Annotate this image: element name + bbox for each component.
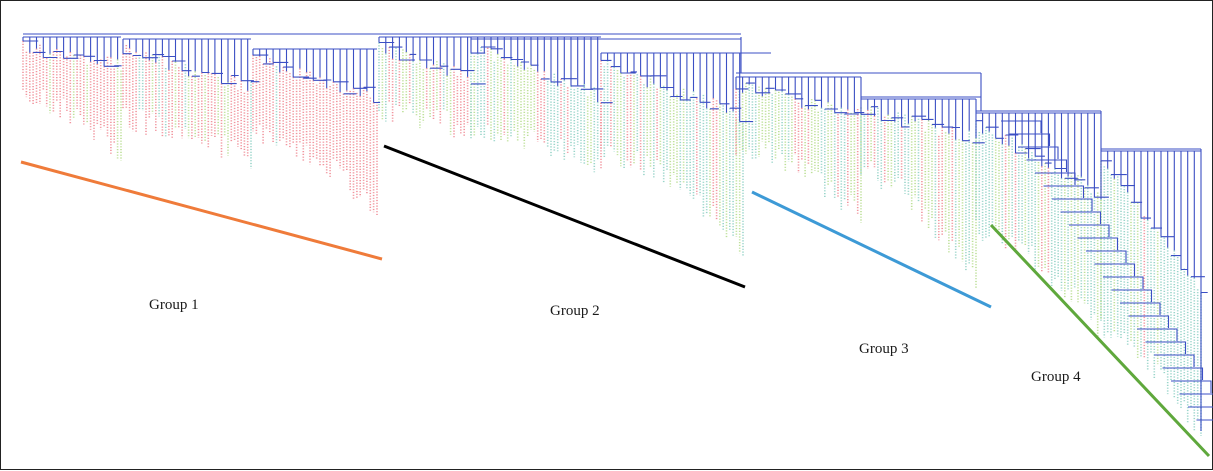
group-3-label: Group 3: [859, 341, 909, 357]
tree-branches: [22, 33, 1213, 431]
group-4-underline: [989, 223, 1211, 458]
group-underlines: [20, 144, 1211, 458]
group-1-underline: [20, 160, 383, 261]
group-3-underline: [751, 190, 992, 309]
group-2-label: Group 2: [550, 303, 600, 319]
group-1-label: Group 1: [149, 297, 199, 313]
group-2-underline: [383, 144, 746, 289]
group-4-label: Group 4: [1031, 369, 1081, 385]
leaf-tips: [22, 41, 1202, 436]
